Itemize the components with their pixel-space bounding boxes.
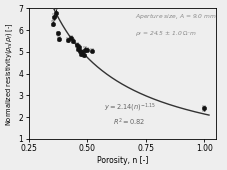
Text: $\rho_f$ = 24.5 $\pm$ 1.0 $\Omega$$\cdot$m: $\rho_f$ = 24.5 $\pm$ 1.0 $\Omega$$\cdot… [136, 29, 197, 38]
Y-axis label: Normalized resistivity($\rho_n$/$\rho_f$) [-]: Normalized resistivity($\rho_n$/$\rho_f$… [5, 22, 15, 125]
Text: $y = 2.14(n)^{-1.15}$: $y = 2.14(n)^{-1.15}$ [104, 102, 156, 114]
Text: Aperture size, $A$ = 9.0 mm: Aperture size, $A$ = 9.0 mm [136, 12, 217, 21]
X-axis label: Porosity, n [-]: Porosity, n [-] [97, 156, 148, 165]
Text: $R^2 = 0.82$: $R^2 = 0.82$ [113, 117, 145, 128]
